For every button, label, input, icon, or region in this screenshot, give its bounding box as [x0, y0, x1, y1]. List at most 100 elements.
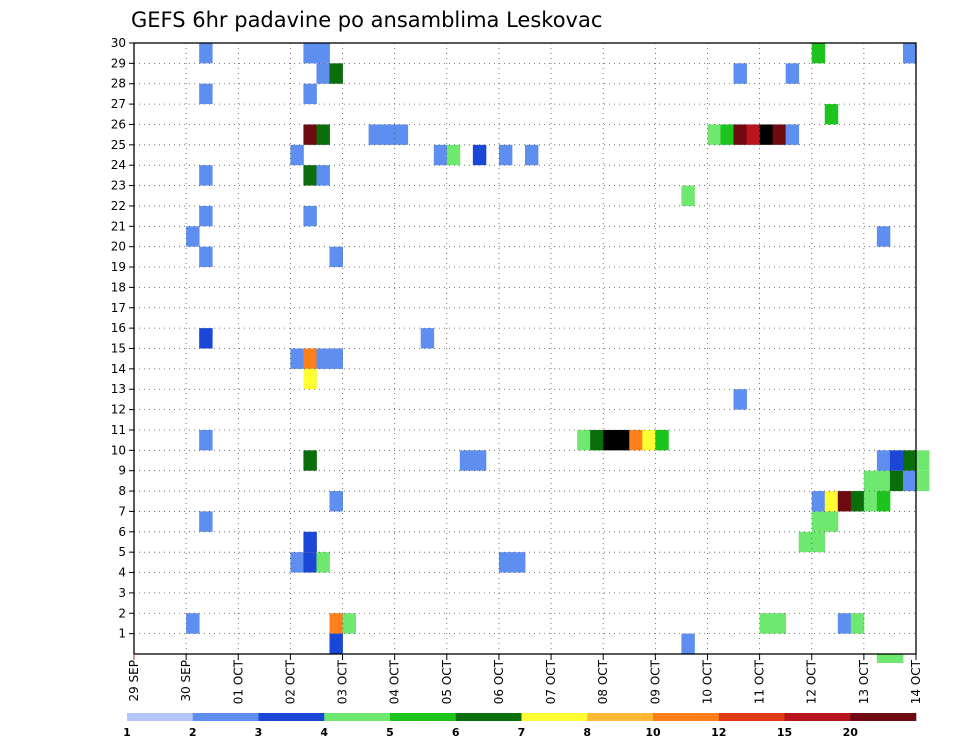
heatmap-cell	[329, 63, 343, 84]
heatmap-cell	[186, 613, 200, 634]
x-tick-label: 13 OCT	[857, 659, 871, 704]
heatmap-cell	[902, 450, 917, 471]
heatmap-cell	[759, 124, 774, 145]
x-tick-label: 08 OCT	[596, 659, 610, 704]
heatmap-cell	[824, 491, 839, 512]
heatmap-cell	[290, 348, 304, 369]
heatmap-cell	[850, 491, 865, 512]
y-tick-label: 30	[111, 36, 126, 50]
heatmap-cell	[785, 124, 800, 145]
heatmap-cell	[303, 205, 317, 227]
x-tick-label: 04 OCT	[388, 659, 402, 704]
y-tick-label: 15	[111, 342, 126, 356]
legend-swatch	[587, 713, 654, 721]
heatmap-cell	[837, 491, 852, 512]
y-tick-label: 23	[111, 179, 126, 193]
y-tick-label: 27	[111, 97, 126, 111]
x-tick-label: 06 OCT	[492, 659, 506, 704]
heatmap-cell	[733, 389, 747, 410]
heatmap-cell	[746, 124, 760, 145]
heatmap-cell	[876, 654, 891, 663]
y-tick-label: 21	[111, 219, 126, 233]
heatmap-cell	[876, 450, 891, 471]
heatmap-cell	[733, 124, 747, 145]
heatmap-cell	[511, 552, 526, 573]
legend-swatch	[258, 713, 325, 721]
heatmap-cell	[916, 450, 930, 471]
heatmap-cell	[863, 470, 878, 492]
heatmap-cell	[303, 531, 317, 553]
heatmap-cell	[681, 633, 695, 654]
heatmap-cell	[798, 531, 813, 553]
x-tick-label: 03 OCT	[336, 659, 350, 704]
heatmap-cell	[199, 43, 213, 64]
x-tick-label: 10 OCT	[700, 659, 714, 704]
heatmap-cell	[303, 368, 317, 390]
x-tick-label: 30 SEP	[179, 660, 193, 702]
heatmap-cell	[824, 104, 839, 125]
y-tick-label: 25	[111, 138, 126, 152]
heatmap-cell	[303, 43, 317, 64]
y-tick-label: 14	[111, 362, 126, 376]
heatmap-cell	[316, 124, 330, 145]
heatmap-cell	[811, 511, 826, 532]
x-tick-label: 07 OCT	[544, 659, 558, 704]
heatmap-cell	[525, 144, 539, 166]
gridlines	[134, 43, 916, 654]
heatmap-cell	[316, 165, 330, 186]
x-tick-label: 05 OCT	[440, 659, 454, 704]
heatmap-cell	[681, 185, 695, 206]
legend-label: 2	[189, 726, 197, 739]
heatmap-cell	[303, 348, 317, 369]
y-tick-label: 11	[111, 423, 126, 437]
heatmap-cell	[199, 246, 213, 268]
chart-title: GEFS 6hr padavine po ansamblima Leskovac	[131, 8, 602, 32]
heatmap-cell	[342, 613, 356, 634]
heatmap-cell	[824, 511, 839, 532]
heatmap-cell	[199, 429, 213, 451]
heatmap-cell	[199, 165, 213, 186]
y-tick-label: 8	[118, 484, 126, 498]
heatmap-cell	[850, 613, 865, 634]
y-tick-label: 13	[111, 382, 126, 396]
heatmap-cell	[733, 63, 747, 84]
heatmap-cell	[199, 511, 213, 532]
legend-swatch	[390, 713, 457, 721]
heatmap-cell	[889, 470, 904, 492]
x-tick-label: 29 SEP	[127, 660, 141, 702]
heatmap-cell	[772, 124, 787, 145]
x-tick-label: 09 OCT	[648, 659, 662, 704]
y-tick-label: 5	[118, 545, 126, 559]
y-tick-label: 1	[118, 627, 126, 641]
heatmap-cell	[329, 613, 343, 634]
heatmap-cell	[329, 348, 343, 369]
x-tick-label: 02 OCT	[283, 659, 297, 704]
x-tick-label: 14 OCT	[909, 659, 923, 704]
heatmap-cell	[329, 633, 343, 654]
heatmap-cell	[811, 43, 826, 64]
heatmap-cell	[772, 613, 787, 634]
heatmap-cell	[316, 63, 330, 84]
legend-label: 1	[123, 726, 131, 739]
legend-label: 10	[645, 726, 661, 739]
legend-label: 20	[843, 726, 859, 739]
y-tick-label: 22	[111, 199, 126, 213]
y-tick-label: 24	[111, 158, 126, 172]
x-tick-label: 11 OCT	[753, 659, 767, 704]
heatmap-cell	[303, 124, 317, 145]
legend-label: 15	[777, 726, 792, 739]
heatmap-cell	[811, 531, 826, 553]
y-tick-label: 16	[111, 321, 126, 335]
y-tick-label: 28	[111, 77, 126, 91]
heatmap-cells	[186, 43, 930, 663]
x-axis: 29 SEP 30 SEP 01 OCT 02 OCT 03 OCT 04 OCT 05 O…	[127, 654, 923, 704]
y-tick-label: 20	[111, 240, 126, 254]
heatmap-cell	[303, 165, 317, 186]
heatmap-cell	[916, 470, 930, 492]
heatmap-cell	[811, 491, 826, 512]
heatmap-cell	[394, 124, 409, 145]
heatmap-cell	[498, 552, 513, 573]
heatmap-cell	[316, 552, 330, 573]
heatmap-cell	[290, 552, 304, 573]
